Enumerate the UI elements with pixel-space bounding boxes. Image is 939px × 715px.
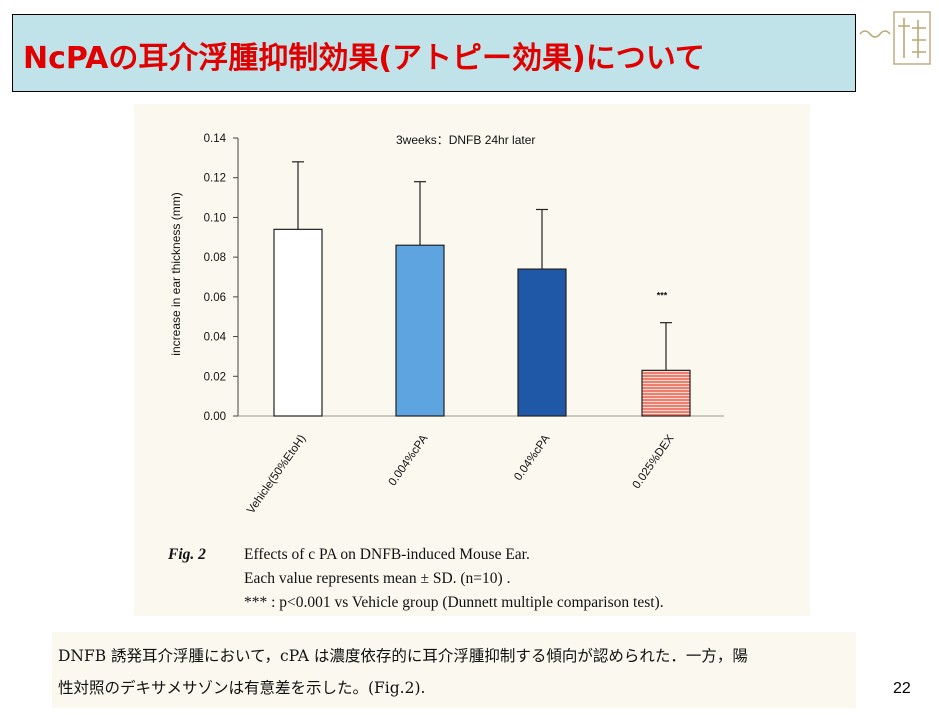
y-tick-label: 0.12	[204, 173, 226, 185]
y-tick-label: 0.00	[204, 411, 226, 423]
caption-line-2: Each value represents mean ± SD. (n=10) …	[244, 570, 511, 587]
logo-icon	[859, 11, 931, 65]
body-text-block: DNFB 誘発耳介浮腫において，cPA は濃度依存的に耳介浮腫抑制する傾向が認め…	[52, 632, 856, 708]
caption-line-3: *** : p<0.001 vs Vehicle group (Dunnett …	[244, 594, 664, 611]
y-tick-label: 0.06	[204, 292, 226, 304]
x-tick-label-1: Vehicle(50%EtoH)	[245, 433, 308, 516]
y-tick-label: 0.02	[204, 371, 226, 383]
caption-line-1: Effects of c PA on DNFB-induced Mouse Ea…	[244, 546, 530, 563]
x-tick-label-4: 0.025%DEX	[631, 433, 677, 491]
logo	[858, 6, 938, 68]
slide-title: NcPAの耳介浮腫抑制効果(アトピー効果)について	[23, 41, 705, 76]
title-box: NcPAの耳介浮腫抑制効果(アトピー効果)について	[12, 14, 856, 92]
body-text-line-1: DNFB 誘発耳介浮腫において，cPA は濃度依存的に耳介浮腫抑制する傾向が認め…	[58, 647, 748, 665]
bar-2	[395, 244, 445, 417]
figure-scan: 0.00 0.02 0.04 0.06 0.08 0.10 0.12 0.14 *** Veh…	[134, 104, 810, 616]
chart-title: 3weeks：DNFB 24hr later	[396, 133, 535, 147]
body-text-line-2: 性対照のデキサメサゾンは有意差を示した。(Fig.2).	[58, 679, 426, 697]
figure-label: Fig. 2	[168, 546, 206, 563]
bars: ***	[273, 161, 691, 417]
y-tick-label: 0.04	[204, 332, 227, 344]
bar-1	[273, 228, 323, 417]
x-tick-labels: Vehicle(50%EtoH) 0.004%cPA 0.04%cPA 0.025%D…	[245, 433, 677, 517]
page-number: 22	[893, 680, 911, 697]
y-tick-label: 0.10	[204, 212, 226, 224]
x-tick-label-3: 0.04%cPA	[512, 433, 552, 483]
bar-4	[641, 369, 691, 417]
y-tick-label: 0.14	[204, 133, 227, 145]
y-axis-label: increase in ear thickness (mm)	[169, 192, 183, 355]
x-tick-label-2: 0.004%cPA	[387, 433, 431, 489]
y-tick-label: 0.08	[204, 252, 226, 264]
bar-3	[517, 268, 567, 417]
bar-chart: 0.00 0.02 0.04 0.06 0.08 0.10 0.12 0.14 *** Veh…	[169, 133, 724, 517]
significance-annotation: ***	[657, 291, 668, 301]
